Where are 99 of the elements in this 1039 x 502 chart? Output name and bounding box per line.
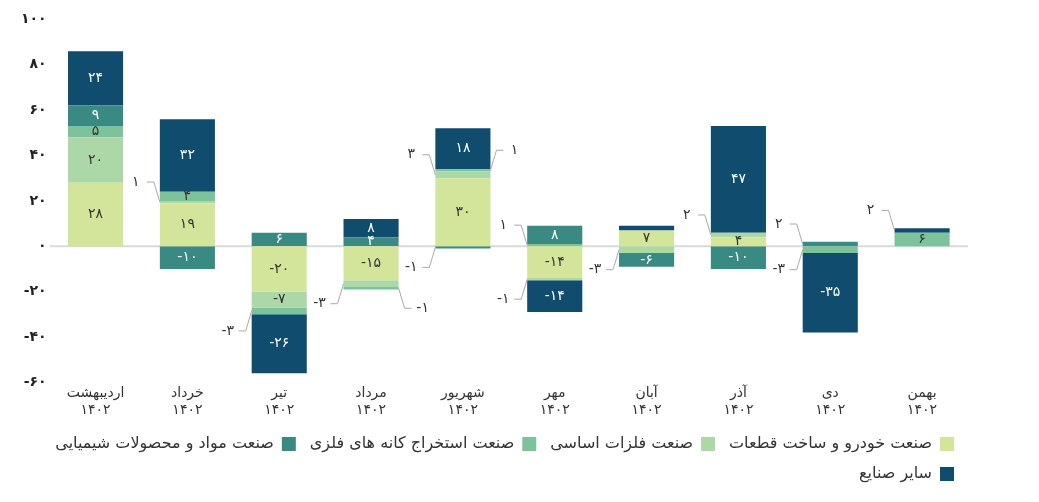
bar [894, 228, 950, 233]
bar [251, 314, 307, 374]
data-label: ۲۸ [88, 205, 104, 222]
data-label: ۴ [183, 187, 192, 203]
bar [251, 291, 307, 308]
bar [527, 246, 583, 279]
bar [343, 246, 399, 281]
data-label: -۷ [272, 290, 286, 307]
bar [894, 232, 950, 247]
data-label: -۳ [772, 260, 786, 277]
data-label: -۲۰ [269, 259, 290, 276]
bar [435, 128, 491, 170]
data-label: ۶ [918, 230, 926, 247]
data-label: ۷ [642, 228, 651, 245]
bar [802, 253, 858, 333]
data-label: -۱ [496, 289, 510, 306]
bar [159, 203, 215, 247]
data-label: ۲۴ [88, 69, 104, 86]
legend-label: صنعت مواد و محصولات شیمیایی [55, 433, 274, 454]
bar [343, 280, 399, 288]
y-tick-label: ۱۰۰ [20, 10, 47, 27]
data-label: ۶ [275, 230, 283, 247]
x-tick-label: تیر ۱۴۰۲ [264, 384, 295, 418]
data-label: ۹ [91, 106, 100, 123]
data-label: -۱۵ [361, 253, 382, 270]
data-label: ۴ [734, 232, 743, 249]
legend-label: صنعت خودرو و ساخت قطعات [729, 433, 932, 454]
data-label: ۴۷ [730, 169, 747, 186]
x-tick-label: مرداد ۱۴۰۲ [355, 384, 387, 418]
data-label: ۳ [407, 145, 416, 162]
data-label: ۳۲ [179, 146, 195, 163]
bar [68, 105, 124, 127]
bar [435, 246, 491, 249]
y-tick-label: -۴۰ [23, 327, 47, 344]
x-tick-label: شهریور ۱۴۰۲ [439, 384, 485, 418]
data-label: -۳ [588, 260, 602, 277]
data-label: -۳ [313, 294, 327, 311]
bar [527, 225, 583, 245]
bar [343, 219, 399, 238]
bar [435, 178, 491, 247]
bar [68, 51, 124, 106]
data-label: -۱ [416, 298, 429, 315]
bar [802, 246, 858, 254]
y-tick-label: -۶۰ [23, 373, 47, 390]
data-label: -۱ [405, 258, 418, 275]
bar [710, 246, 766, 269]
data-label: ۳۰ [455, 202, 471, 219]
data-label: ۱ [132, 172, 140, 189]
bar [710, 237, 766, 247]
data-label: -۳۵ [820, 283, 841, 300]
y-tick-label: -۲۰ [23, 282, 47, 299]
y-tick-label: ۰ [38, 236, 47, 253]
bar [435, 171, 491, 179]
x-tick-label: خرداد ۱۴۰۲ [171, 384, 204, 418]
data-label: -۱۰ [177, 248, 198, 265]
x-tick-label: بهمن ۱۴۰۲ [907, 384, 938, 418]
x-tick-label: اردیبهشت ۱۴۰۲ [66, 384, 125, 418]
data-label: ۸ [550, 225, 559, 242]
y-tick-label: ۲۰ [29, 191, 47, 208]
y-tick-label: ۴۰ [29, 146, 47, 163]
data-label: -۲۶ [269, 334, 290, 351]
bar [619, 246, 675, 254]
bar [343, 237, 399, 247]
x-tick-label: آذر ۱۴۰۲ [723, 384, 754, 418]
data-label: ۴ [367, 232, 375, 249]
bar [251, 246, 307, 292]
legend-label: صنعت فلزات اساسی [550, 433, 694, 454]
data-label: -۶ [640, 250, 653, 267]
data-label: ۲ [774, 214, 783, 231]
bar [619, 253, 675, 267]
data-label: ۲ [866, 201, 875, 218]
bar [527, 280, 583, 313]
bar [68, 137, 124, 183]
data-label: ۵ [91, 122, 100, 139]
y-tick-label: ۸۰ [29, 55, 47, 72]
x-tick-label: مهر ۱۴۰۲ [539, 384, 570, 418]
bar [159, 246, 215, 269]
data-label: -۳ [221, 321, 235, 338]
data-label: -۱۰ [728, 248, 749, 265]
x-tick-label: دی ۱۴۰۲ [815, 384, 846, 418]
bar [68, 182, 124, 247]
data-label: ۸ [367, 218, 376, 235]
data-label: -۱۴ [544, 252, 565, 269]
data-label: ۲ [683, 205, 691, 222]
data-label: ۱ [499, 215, 507, 232]
data-label: ۱ [510, 140, 519, 157]
x-tick-label: آبان ۱۴۰۲ [631, 384, 662, 418]
bar [710, 126, 766, 233]
legend-label: سایر صنایع [859, 463, 932, 484]
data-label: ۱۸ [455, 139, 471, 156]
bar [159, 119, 215, 192]
data-label: -۱۴ [544, 286, 565, 303]
bar [251, 232, 307, 247]
bar [619, 230, 675, 247]
data-label: ۲۰ [88, 150, 104, 167]
bar [159, 191, 215, 201]
data-label: ۱۹ [179, 215, 195, 232]
legend-label: صنعت استخراج کانه های فلزی [309, 433, 515, 454]
y-tick-label: ۶۰ [29, 100, 47, 117]
